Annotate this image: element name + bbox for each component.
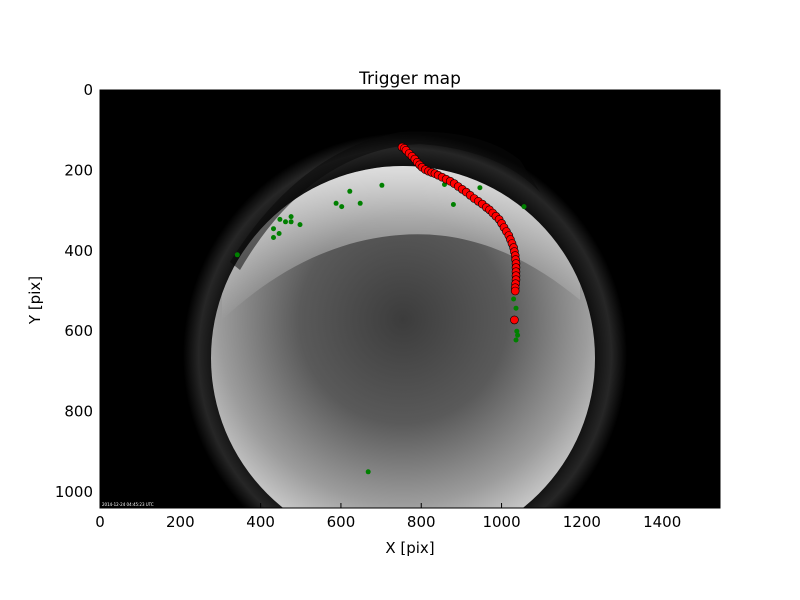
x-tick-label: 1000	[482, 513, 520, 531]
green-trigger-point	[515, 332, 521, 338]
x-tick-label: 200	[166, 513, 195, 531]
green-trigger-point	[288, 219, 294, 225]
green-trigger-point	[521, 204, 527, 210]
x-tick-label: 600	[327, 513, 356, 531]
green-trigger-point	[297, 222, 303, 228]
green-trigger-point	[365, 469, 371, 475]
y-tick-label: 200	[64, 161, 93, 179]
green-trigger-point	[347, 188, 353, 194]
x-tick-label: 0	[95, 513, 105, 531]
green-trigger-point	[379, 182, 385, 188]
green-trigger-point	[511, 296, 517, 302]
green-trigger-point	[276, 231, 282, 236]
green-trigger-point	[277, 216, 283, 222]
green-trigger-point	[450, 202, 456, 207]
green-trigger-point	[513, 305, 519, 311]
green-trigger-point	[339, 204, 345, 210]
red-trigger-point	[510, 286, 520, 296]
y-tick-label: 600	[64, 322, 93, 340]
chart-title: Trigger map	[358, 69, 461, 89]
green-trigger-point	[288, 214, 294, 220]
green-trigger-point	[271, 235, 276, 240]
scatter-points	[234, 142, 527, 475]
green-trigger-point	[513, 337, 519, 343]
y-tick-label: 800	[64, 403, 93, 421]
x-tick-label: 400	[246, 513, 275, 531]
green-trigger-point	[477, 185, 483, 191]
y-axis-label: Y [pix]	[26, 276, 44, 325]
image-timestamp-caption: 2014-12-24 04:45:23 UTC	[102, 502, 154, 507]
x-axis-label: X [pix]	[385, 539, 434, 557]
x-tick-label: 800	[407, 513, 436, 531]
x-tick-label: 1200	[563, 513, 601, 531]
green-trigger-point	[283, 219, 288, 225]
green-trigger-point	[271, 226, 276, 232]
y-tick-label: 1000	[55, 483, 93, 501]
y-tick-label: 0	[83, 81, 93, 99]
y-tick-label: 400	[64, 242, 93, 260]
plot-frame	[99, 89, 721, 509]
green-trigger-point	[333, 200, 339, 206]
green-trigger-point	[234, 252, 240, 258]
all-sky-image: 2014-12-24 04:45:23 UTC	[100, 90, 720, 508]
tree-silhouette-edge	[230, 131, 540, 270]
red-trigger-point	[510, 315, 519, 325]
green-trigger-point	[357, 200, 363, 206]
axis-ticks: 0 200 400 600 800 1000 1200 1400 0 200 400 600 800 10…	[55, 81, 681, 531]
green-trigger-point	[514, 328, 520, 334]
x-tick-label: 1400	[643, 513, 681, 531]
